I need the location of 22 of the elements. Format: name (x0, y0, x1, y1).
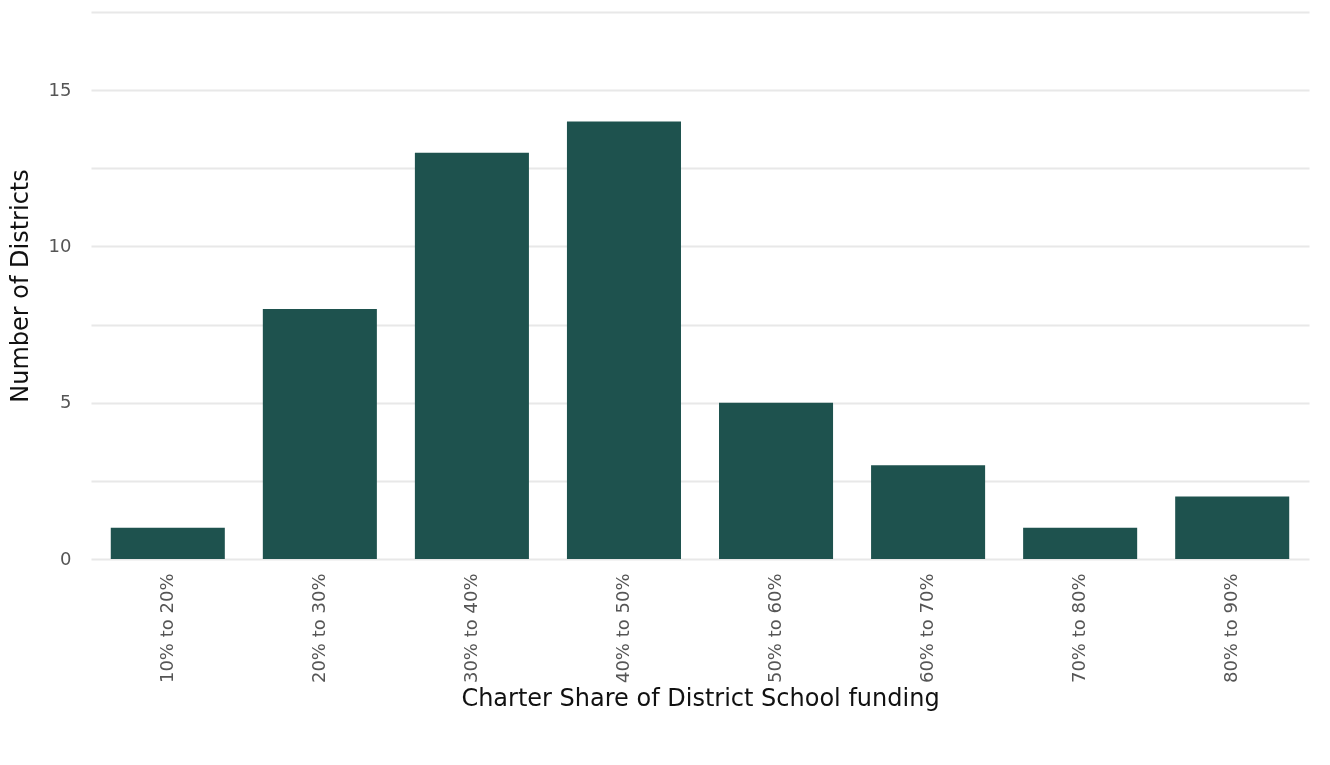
x-tick-label: 30% to 40% (459, 573, 481, 684)
bar (719, 402, 834, 559)
y-tick-label: 5 (60, 391, 72, 413)
y-tick-label: 0 (60, 547, 72, 569)
bar (110, 527, 225, 559)
bar (1175, 496, 1290, 559)
y-tick-label: 15 (48, 78, 72, 100)
bar (871, 465, 986, 559)
x-tick-label: 60% to 70% (916, 573, 938, 684)
bar (1023, 527, 1138, 559)
bar (262, 308, 377, 559)
x-tick-label: 20% to 30% (307, 573, 329, 684)
x-tick-label: 80% to 90% (1220, 573, 1242, 684)
y-tick-label: 10 (48, 234, 72, 256)
y-axis-title: Number of Districts (5, 169, 34, 403)
x-tick-label: 50% to 60% (764, 573, 786, 684)
bar (414, 152, 529, 559)
x-axis-title: Charter Share of District School funding (461, 684, 940, 713)
x-tick-label: 70% to 80% (1068, 573, 1090, 684)
bar (566, 121, 681, 559)
x-tick-label: 10% to 20% (155, 573, 177, 684)
x-tick-label: 40% to 50% (611, 573, 633, 684)
